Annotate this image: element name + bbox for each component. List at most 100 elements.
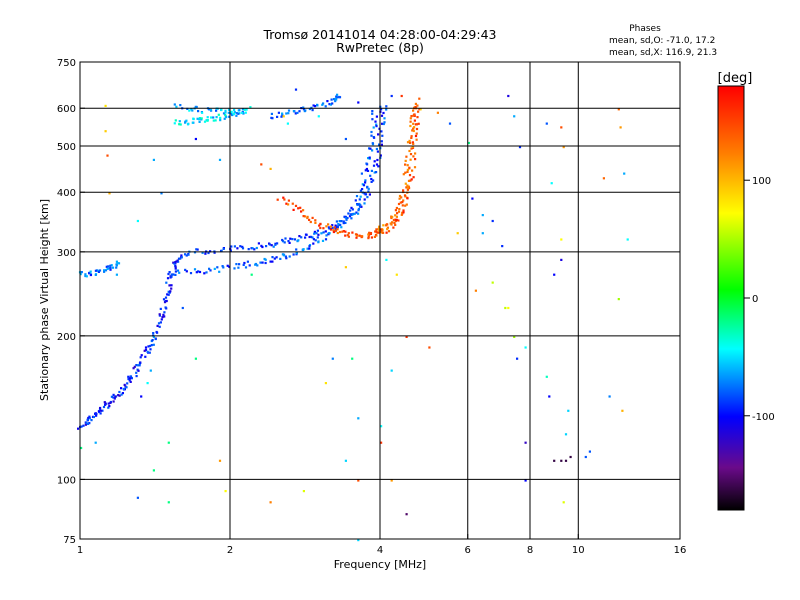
trace-6-point: [414, 152, 417, 155]
trace-6-point: [314, 221, 317, 224]
trace-5-point: [296, 111, 299, 114]
trace-6-point: [395, 218, 398, 221]
trace-0-point: [147, 345, 150, 348]
trace-1-point: [187, 253, 190, 256]
trace-2-point: [324, 238, 328, 241]
trace-1-point: [281, 238, 284, 242]
trace-6-point: [287, 199, 290, 202]
trace-2-point: [371, 110, 374, 113]
trace-2-point: [364, 169, 367, 172]
trace-0-point: [161, 316, 164, 319]
y-tick-label-0: 75: [63, 535, 76, 546]
trace-8-point: [94, 273, 97, 276]
trace-1-point: [338, 220, 341, 223]
trace-6-point: [356, 234, 359, 237]
trace-1-point: [353, 212, 356, 215]
trace-0-point: [113, 397, 116, 400]
trace-7-point: [380, 228, 383, 231]
trace-7-point: [382, 224, 385, 227]
y-axis: 75 100 200 300 400 500 600 750: [57, 58, 85, 546]
x-tick-label-5: 10: [572, 545, 585, 556]
scatter-point-87: [621, 409, 624, 412]
trace-0-point: [135, 371, 138, 374]
trace-1-point: [322, 231, 325, 234]
trace-1-point: [380, 140, 383, 143]
trace-0-point: [120, 393, 123, 396]
trace-2-point: [350, 206, 353, 209]
trace-1-point: [375, 147, 378, 151]
scatter-point-71: [167, 501, 170, 504]
trace-7-point: [413, 113, 416, 116]
scatter-point-17: [380, 108, 383, 111]
trace-0-point: [148, 351, 151, 354]
trace-6-point: [369, 232, 373, 235]
trace-1-point: [343, 215, 346, 218]
trace-0-point: [117, 394, 120, 397]
trace-0-point: [140, 354, 143, 357]
x-axis-label: Frequency [MHz]: [334, 558, 426, 571]
trace-0-point: [86, 422, 90, 425]
trace-6-point: [412, 127, 415, 130]
trace-1-point: [382, 122, 385, 126]
trace-6-point: [344, 230, 347, 233]
trace-4-point: [175, 105, 178, 108]
trace-0-point: [132, 367, 135, 370]
trace-0-point: [167, 293, 170, 296]
scatter-point-22: [448, 122, 452, 125]
scatter-point-94: [564, 459, 568, 462]
trace-2-point: [327, 232, 330, 235]
scatter-point-73: [136, 496, 139, 499]
trace-0-point: [152, 343, 155, 346]
trace-6-point: [342, 230, 345, 233]
trace-0-point: [170, 287, 173, 290]
trace-4-point: [186, 107, 189, 110]
trace-7-point: [374, 230, 377, 233]
trace-2-point: [359, 189, 362, 192]
trace-0-point: [110, 395, 113, 398]
trace-1-point: [368, 193, 371, 196]
trace-1-point: [195, 248, 198, 251]
trace-7-point: [406, 184, 409, 187]
scatter-point-10: [269, 167, 272, 170]
trace-5-point: [280, 115, 283, 118]
trace-7-point: [403, 194, 407, 197]
trace-7-point: [406, 186, 409, 189]
trace-7-point: [404, 163, 407, 166]
trace-0-point: [84, 423, 87, 426]
trace-7-point: [410, 115, 413, 118]
scatter-point-39: [560, 238, 563, 241]
trace-1-point: [370, 177, 373, 181]
trace-0-point: [129, 377, 132, 380]
trace-7-point: [397, 202, 401, 206]
scatter-point-43: [553, 273, 556, 276]
trace-7-point: [410, 136, 413, 139]
trace-3-point: [178, 120, 181, 123]
trace-0-point: [99, 406, 102, 410]
trace-0-point: [138, 364, 141, 367]
scatter-point-75: [481, 214, 484, 217]
trace-4-point: [201, 111, 204, 114]
trace-7-point: [404, 171, 407, 174]
scatter-point-0: [104, 104, 107, 107]
trace-1-point: [360, 205, 363, 208]
colorbar-ticks: 100 0 -100: [744, 176, 775, 423]
trace-1-point: [345, 218, 348, 221]
trace-1-point: [367, 190, 370, 193]
trace-7-point: [397, 210, 401, 213]
scatter-point-19: [400, 94, 403, 98]
trace-2-point: [340, 226, 343, 229]
y-tick-label-1: 100: [57, 475, 76, 486]
trace-6-point: [319, 226, 322, 230]
trace-6-point: [325, 225, 328, 228]
trace-0-point: [172, 273, 175, 276]
trace-0-point: [125, 386, 128, 389]
trace-2-point: [364, 179, 367, 182]
trace-6-point: [394, 218, 397, 221]
y-tick-label-4: 400: [57, 188, 76, 199]
trace-6-point: [412, 176, 415, 179]
trace-6-point: [283, 198, 286, 201]
trace-1-point: [366, 185, 369, 188]
scatter-point-91: [562, 501, 565, 504]
trace-0-point: [122, 387, 125, 391]
